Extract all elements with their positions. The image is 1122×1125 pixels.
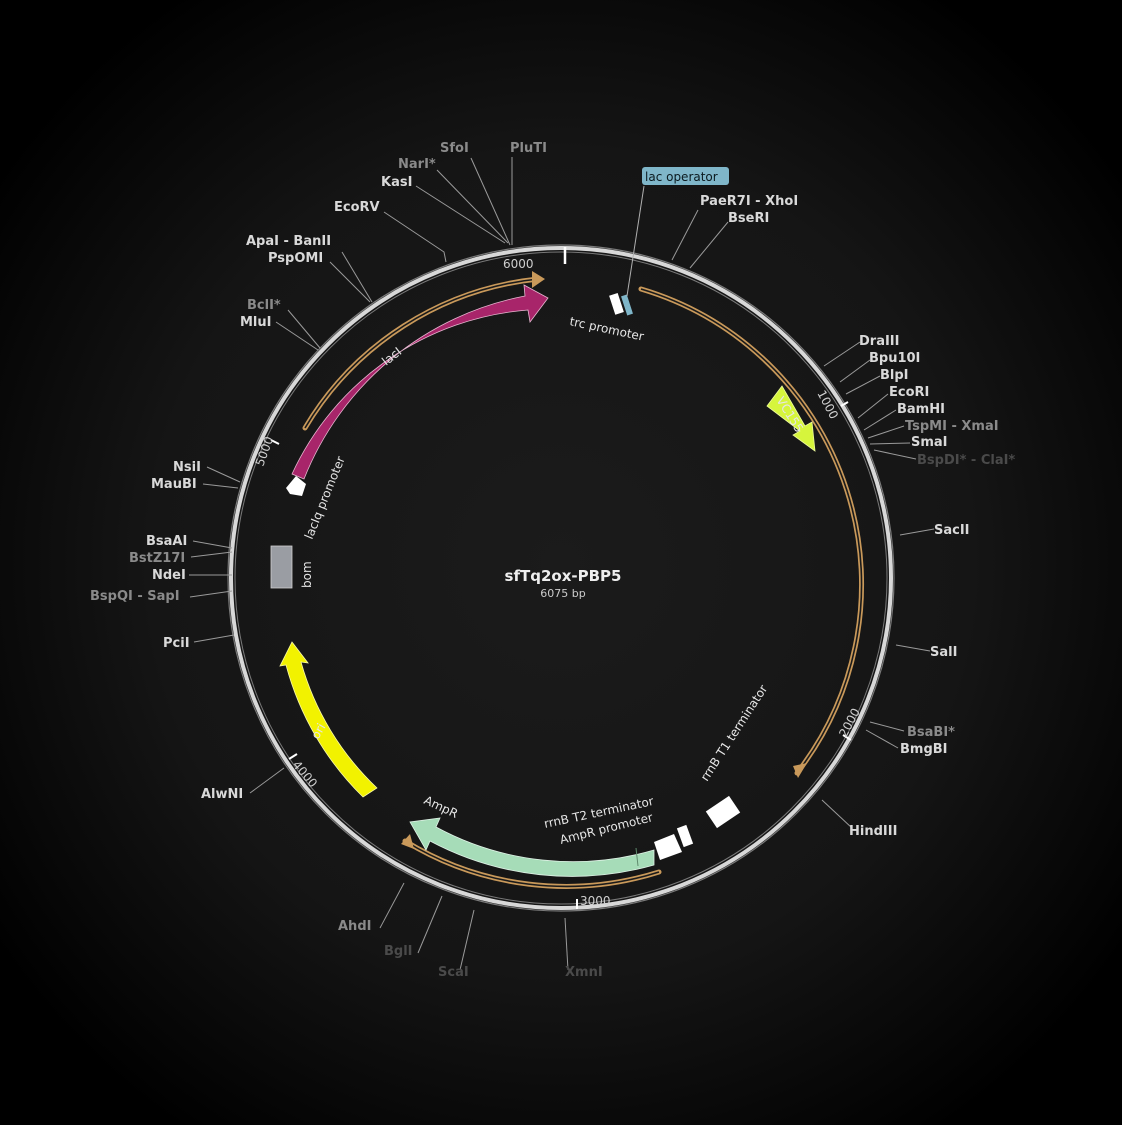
feature-label-lac-operator[interactable]: lac operator — [645, 170, 718, 184]
orf-arrowhead-right — [793, 763, 807, 778]
tick-label-3000: 3000 — [580, 894, 611, 908]
feature-rrnb-t1[interactable] — [705, 795, 741, 829]
site-label-scai[interactable]: ScaI — [438, 965, 469, 980]
tick-label-5000: 5000 — [253, 435, 277, 468]
feature-label-rrnb-t1: rrnB T1 terminator — [698, 682, 771, 783]
feature-rrnb-t2[interactable] — [676, 824, 694, 848]
site-label-bstz17i[interactable]: BstZ17I — [129, 551, 185, 566]
plasmid-name: sfTq2ox-PBP5 — [505, 567, 622, 585]
feature-laci[interactable] — [291, 284, 549, 480]
feature-bom[interactable] — [270, 545, 293, 589]
site-label-bmgbi[interactable]: BmgBI — [900, 742, 948, 757]
backbone-circle-inner — [234, 251, 888, 905]
site-label-mlui[interactable]: MluI — [240, 315, 271, 330]
site-label-nari[interactable]: NarI* — [398, 157, 436, 172]
feature-label-ori: ori — [308, 721, 328, 742]
site-label-bgli[interactable]: BglI — [384, 944, 413, 959]
feature-ampr[interactable] — [409, 817, 655, 877]
lac-operator-leader — [626, 185, 645, 297]
site-label-ndei[interactable]: NdeI — [152, 568, 186, 583]
site-label-bsaai[interactable]: BsaAI — [146, 534, 187, 549]
orf-arrowhead-bottom — [401, 834, 414, 849]
site-label-ecorv[interactable]: EcoRV — [334, 200, 380, 215]
feature-ampr-divider — [635, 847, 639, 867]
site-label-hindiii[interactable]: HindIII — [849, 824, 897, 839]
feature-label-ampr: AmpR — [422, 793, 460, 821]
site-label-maubi[interactable]: MauBI — [151, 477, 197, 492]
site-label-alwni[interactable]: AlwNI — [201, 787, 243, 802]
site-label-bsabi[interactable]: BsaBI* — [907, 725, 955, 740]
site-leader-lines — [189, 157, 935, 971]
orf-arrowhead-topleft — [532, 271, 545, 288]
feature-ori[interactable] — [279, 641, 378, 798]
site-label-bseri[interactable]: BseRI — [728, 211, 769, 226]
tick-label-6000: 6000 — [503, 257, 534, 271]
feature-trc-promoter[interactable] — [609, 292, 624, 315]
orf-arc-inner-lines — [304, 278, 863, 888]
site-label-nsii[interactable]: NsiI — [173, 460, 201, 475]
site-label-paer7i-xhoi[interactable]: PaeR7I - XhoI — [700, 194, 798, 209]
backbone-circle — [229, 246, 893, 910]
site-label-ecori[interactable]: EcoRI — [889, 385, 929, 400]
backbone-circle-outer — [227, 244, 895, 912]
site-label-sacii[interactable]: SacII — [934, 523, 970, 538]
feature-laciq-promoter[interactable] — [286, 476, 306, 496]
feature-lac-operator[interactable] — [621, 294, 633, 316]
site-labels: SfoI PluTI NarI* KasI EcoRV ApaI - BanII… — [90, 141, 1015, 980]
feature-vc155[interactable] — [766, 385, 816, 452]
site-label-pluti[interactable]: PluTI — [510, 141, 547, 156]
site-label-bspqi-sapi[interactable]: BspQI - SapI — [90, 589, 180, 604]
site-label-apai-banii[interactable]: ApaI - BanII — [246, 234, 331, 249]
site-label-xmni[interactable]: XmnI — [565, 965, 603, 980]
site-label-sali[interactable]: SalI — [930, 645, 957, 660]
site-label-bspdi-clai[interactable]: BspDI* - ClaI* — [917, 453, 1015, 468]
site-label-draiii[interactable]: DraIII — [859, 334, 900, 349]
site-label-tspmi-xmai[interactable]: TspMI - XmaI — [905, 419, 999, 434]
site-label-sfoi[interactable]: SfoI — [440, 141, 469, 156]
site-label-bpu10i[interactable]: Bpu10I — [869, 351, 920, 366]
site-label-pcii[interactable]: PciI — [163, 636, 190, 651]
site-label-smai[interactable]: SmaI — [911, 435, 948, 450]
site-label-bcli[interactable]: BclI* — [247, 298, 281, 313]
site-label-bamhi[interactable]: BamHI — [897, 402, 945, 417]
feature-label-trc-promoter: trc promoter — [568, 314, 645, 343]
tick-marks — [270, 247, 852, 909]
site-label-kasi[interactable]: KasI — [381, 175, 412, 190]
plasmid-length: 6075 bp — [540, 587, 585, 600]
feature-ampr-promoter[interactable] — [654, 834, 682, 860]
site-label-ahdi[interactable]: AhdI — [338, 919, 371, 934]
site-label-pspomi[interactable]: PspOMI — [268, 251, 323, 266]
feature-label-bom: bom — [300, 561, 314, 588]
lac-operator-label-bg — [642, 167, 729, 185]
site-label-blpi[interactable]: BlpI — [880, 368, 909, 383]
